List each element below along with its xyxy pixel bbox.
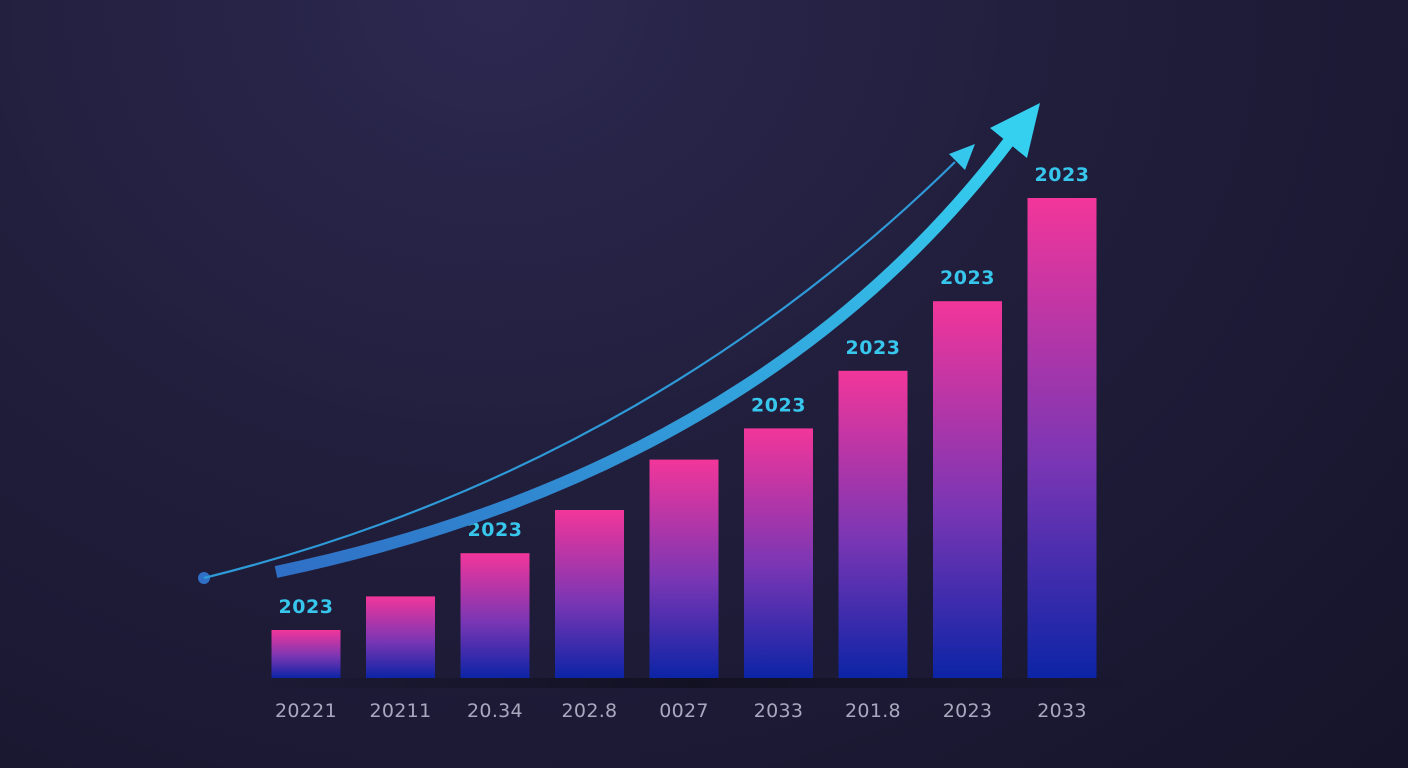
thick-trend-line (274, 136, 1015, 578)
bar (744, 428, 813, 678)
bar (366, 596, 435, 678)
bar (555, 510, 624, 678)
bar-value-label: 2023 (279, 596, 334, 618)
bars-layer (271, 198, 1097, 678)
x-tick-label: 201.8 (845, 700, 901, 722)
x-tick-label: 0027 (659, 700, 709, 722)
x-tick-label: 20.34 (467, 700, 523, 722)
trend-arrow (198, 103, 1040, 584)
bar (933, 301, 1002, 678)
baseline-shadow (230, 678, 1150, 688)
bar-value-label: 2023 (846, 337, 901, 359)
thin-trend-arrowhead (949, 144, 975, 170)
bar (838, 370, 908, 678)
bar (1027, 198, 1097, 678)
thick-trend-arrowhead (990, 103, 1040, 158)
x-tick-label: 2033 (1037, 700, 1087, 722)
x-tick-label: 20211 (370, 700, 432, 722)
x-tick-label: 2023 (943, 700, 993, 722)
bar (271, 630, 341, 678)
bar-value-label: 2023 (940, 267, 995, 289)
thin-trend-line (203, 161, 956, 580)
bar-value-label: 2023 (751, 394, 806, 416)
x-tick-label: 20221 (275, 700, 337, 722)
x-tick-label: 202.8 (562, 700, 618, 722)
bar (460, 553, 530, 678)
tick-labels-layer: 20221 20211 20.34 202.8 0027 2033 201.8 2023 203… (275, 700, 1087, 722)
bar (649, 459, 719, 678)
x-tick-label: 2033 (754, 700, 804, 722)
bar-value-label: 2023 (1035, 164, 1090, 186)
bar-value-label: 2023 (468, 519, 523, 541)
value-labels-layer: 2023 2023 2023 2023 2023 2023 (279, 164, 1090, 618)
